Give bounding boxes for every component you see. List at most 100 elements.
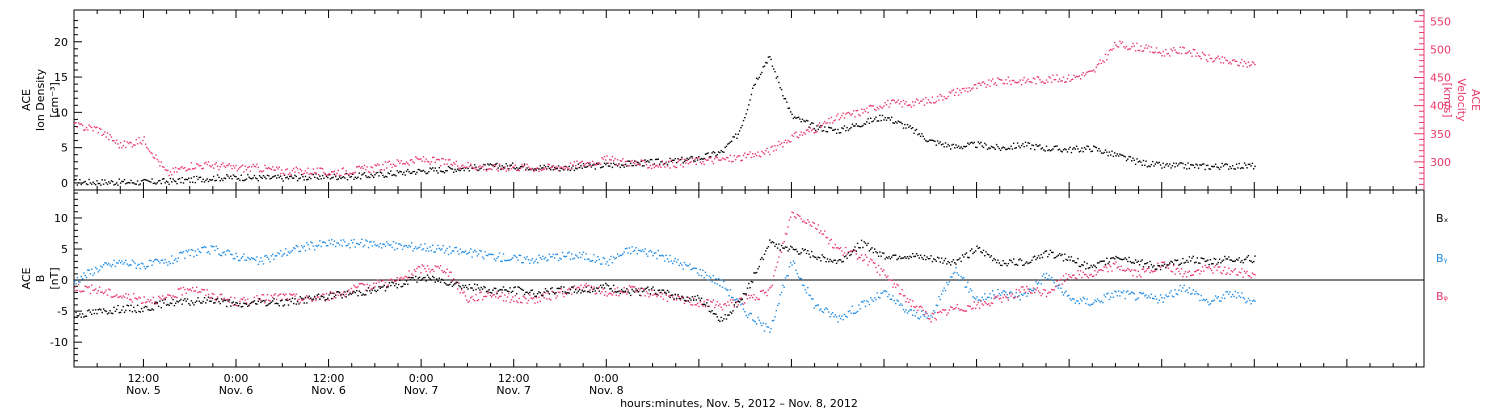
- by-point: [775, 309, 777, 312]
- by-point: [853, 312, 855, 314]
- ion-density-point: [1213, 165, 1215, 168]
- bx-point: [1027, 262, 1029, 265]
- ion-density-point: [205, 179, 207, 182]
- bz-point: [643, 288, 645, 290]
- by-point: [689, 263, 691, 265]
- bz-point: [1237, 274, 1239, 276]
- velocity-point: [946, 97, 948, 100]
- bz-point: [409, 277, 412, 279]
- by-point: [117, 262, 119, 264]
- bz-point: [901, 289, 903, 291]
- bx-point: [623, 291, 625, 293]
- ion-density-point: [1081, 147, 1083, 149]
- bx-point: [727, 314, 729, 316]
- velocity-point: [842, 112, 844, 114]
- by-point: [968, 291, 970, 293]
- velocity-point: [382, 163, 384, 166]
- bx-point: [592, 290, 594, 293]
- bx-point: [686, 296, 688, 298]
- bx-point: [931, 260, 934, 263]
- by-point: [1057, 287, 1059, 289]
- ion-density-point: [523, 163, 526, 165]
- velocity-point: [230, 165, 232, 167]
- bz-point: [610, 293, 612, 295]
- bz-point: [178, 288, 181, 290]
- bx-point: [905, 257, 907, 259]
- bx-point: [197, 297, 199, 299]
- by-point: [1023, 292, 1025, 295]
- by-point: [272, 253, 274, 256]
- velocity-point: [1191, 55, 1193, 57]
- bz-point: [1023, 289, 1025, 291]
- ion-density-point: [529, 168, 531, 171]
- by-point: [670, 260, 673, 262]
- bx-point: [373, 287, 375, 289]
- bx-point: [1176, 259, 1179, 261]
- bz-point: [325, 292, 328, 295]
- by-point: [846, 316, 848, 318]
- velocity-point: [215, 162, 217, 164]
- velocity-point: [1028, 81, 1031, 83]
- by-point: [118, 259, 120, 262]
- ion-density-point: [371, 175, 374, 177]
- bz-point: [662, 298, 665, 300]
- ion-density-point: [936, 140, 939, 142]
- bx-point: [605, 282, 607, 285]
- by-point: [921, 310, 923, 312]
- bz-point: [202, 289, 204, 291]
- by-point: [880, 292, 882, 295]
- by-point: [559, 257, 561, 259]
- by-point: [375, 245, 377, 247]
- ion-density-point: [644, 159, 646, 161]
- velocity-point: [314, 171, 316, 174]
- bz-point: [884, 274, 886, 276]
- velocity-point: [79, 123, 81, 125]
- by-point: [84, 274, 86, 277]
- y-label-bottom-line1: ACE: [20, 267, 33, 289]
- axis-labels: 05101520300350400450500550-10-5051012:00…: [20, 15, 1482, 410]
- bz-point: [127, 293, 130, 296]
- ion-density-point: [462, 167, 464, 169]
- bz-point: [619, 290, 621, 292]
- bx-point: [895, 254, 897, 256]
- ion-density-point: [1238, 162, 1240, 165]
- velocity-point: [454, 163, 456, 165]
- y-tick-label-left-bottom: 10: [54, 212, 68, 225]
- by-point: [1173, 296, 1175, 298]
- by-point: [295, 245, 297, 247]
- bz-point: [656, 295, 658, 298]
- bx-point: [1061, 253, 1063, 256]
- velocity-point: [312, 168, 315, 170]
- by-point: [510, 258, 513, 260]
- bx-point: [992, 259, 994, 262]
- ion-density-point: [1106, 151, 1108, 153]
- ion-density-point: [682, 162, 684, 164]
- bz-point: [384, 281, 387, 284]
- bx-point: [404, 283, 406, 285]
- bx-point: [582, 290, 585, 293]
- bz-point: [513, 300, 515, 303]
- ion-density-point: [321, 174, 324, 177]
- bx-point: [502, 286, 505, 288]
- velocity-point: [501, 168, 503, 170]
- velocity-point: [505, 170, 507, 172]
- bx-point: [443, 281, 446, 284]
- ion-density-point: [219, 180, 221, 182]
- velocity-point: [1013, 79, 1015, 82]
- by-point: [159, 262, 161, 264]
- bx-point: [622, 290, 624, 292]
- ion-density-point: [1155, 161, 1158, 163]
- bz-point: [180, 287, 182, 289]
- bx-point: [357, 295, 359, 297]
- bz-point: [778, 256, 780, 258]
- by-point: [257, 263, 259, 266]
- by-point: [282, 253, 284, 256]
- velocity-point: [552, 165, 555, 167]
- bz-point: [791, 211, 793, 213]
- by-point: [711, 280, 713, 283]
- by-point: [623, 251, 625, 253]
- bz-point: [594, 293, 596, 295]
- velocity-point: [219, 166, 221, 168]
- ion-density-point: [342, 176, 345, 178]
- velocity-point: [1230, 63, 1233, 65]
